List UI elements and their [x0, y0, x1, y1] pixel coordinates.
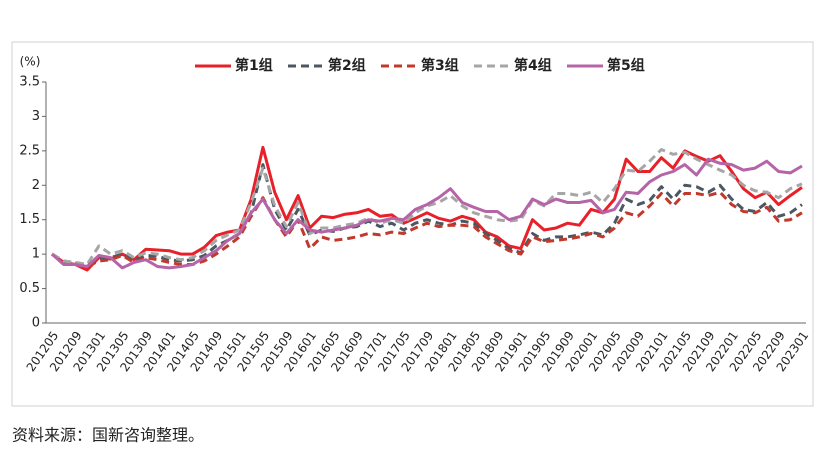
series-line [51, 157, 803, 270]
y-tick-label: 1.5 [19, 212, 40, 227]
series-line [51, 145, 803, 272]
y-tick-label: 2 [32, 178, 40, 193]
y-tick-label: 3.5 [19, 75, 40, 90]
legend-label: 第3组 [421, 57, 459, 74]
y-tick-label: 2.5 [19, 143, 40, 158]
y-tick-label: 3 [32, 109, 40, 124]
legend-label: 第5组 [607, 57, 645, 74]
legend-label: 第2组 [328, 57, 366, 74]
chart-frame [11, 41, 814, 407]
y-tick-label: 1 [32, 247, 40, 262]
source-note: 资料来源：国新咨询整理。 [12, 426, 204, 445]
series-line [51, 148, 803, 266]
legend-label: 第1组 [235, 57, 273, 74]
y-unit: (%) [20, 55, 41, 69]
series-line [51, 163, 803, 266]
series-line [51, 190, 803, 268]
y-tick-label: 0 [32, 316, 40, 331]
legend-label: 第4组 [514, 57, 552, 74]
y-tick-label: 0.5 [19, 281, 40, 296]
